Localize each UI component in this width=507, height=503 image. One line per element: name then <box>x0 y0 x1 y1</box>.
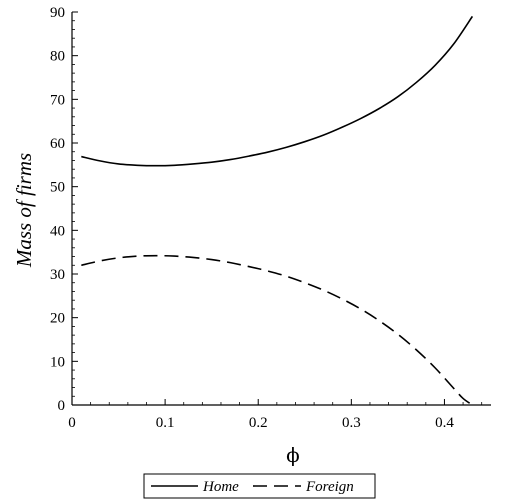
series-layer <box>81 15 474 406</box>
x-tick-label: 0.4 <box>435 415 454 431</box>
y-tick-label: 30 <box>50 267 65 283</box>
legend: Home Foreign <box>143 473 376 499</box>
axes <box>71 12 491 406</box>
series-line-foreign <box>81 254 473 406</box>
y-tick-label: 70 <box>50 92 65 108</box>
x-tick-label: 0.3 <box>342 415 361 431</box>
x-ticks: 0 0.1 0.2 0.3 0.4 <box>68 399 483 431</box>
y-tick-label: 10 <box>50 354 65 370</box>
x-tick-label: 0.1 <box>156 415 175 431</box>
y-ticks: 0 10 20 30 40 50 60 70 80 90 <box>50 5 78 414</box>
x-tick-label: 0.2 <box>249 415 268 431</box>
y-tick-label: 90 <box>50 5 65 21</box>
x-axis-title: ϕ <box>286 443 300 467</box>
y-tick-label: 50 <box>50 180 65 196</box>
y-axis-title: Mass of firms <box>12 153 36 268</box>
legend-label-foreign: Foreign <box>305 479 354 495</box>
y-tick-label: 0 <box>58 398 66 414</box>
y-tick-label: 80 <box>50 49 65 65</box>
legend-label-home: Home <box>202 479 239 495</box>
y-tick-label: 60 <box>50 136 65 152</box>
series-line-home <box>81 15 474 167</box>
y-tick-label: 40 <box>50 223 65 239</box>
x-tick-label: 0 <box>68 415 76 431</box>
y-tick-label: 20 <box>50 311 65 327</box>
